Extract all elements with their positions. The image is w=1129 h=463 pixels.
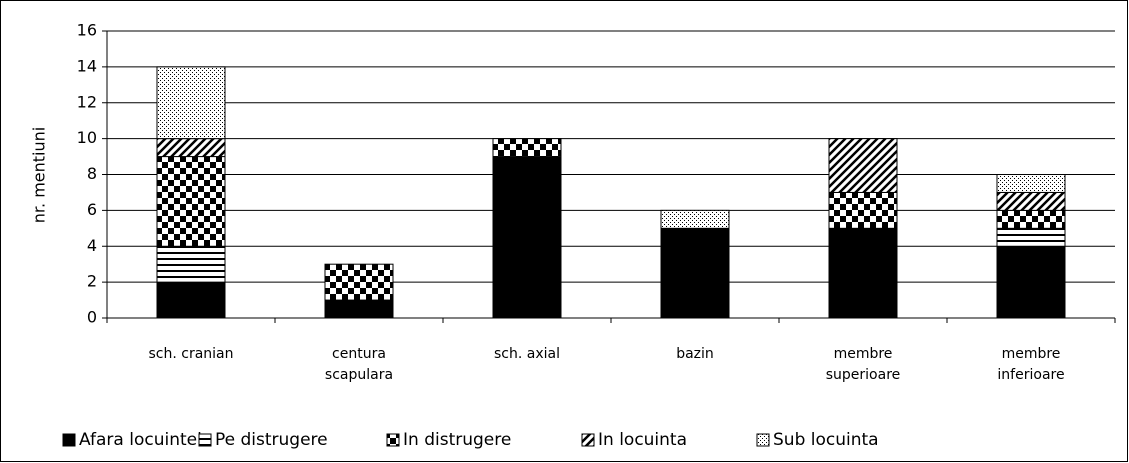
y-tick-label: 2 [87, 272, 97, 291]
bar-segment [156, 245, 226, 283]
bar-segment [828, 227, 898, 319]
x-tick-label-line: centura [332, 346, 386, 362]
x-tick-label: sch. cranian [148, 346, 233, 362]
x-tick-label-line: superioare [826, 367, 901, 383]
legend-swatch [62, 433, 76, 447]
bar-segment [156, 156, 226, 247]
legend-label: Sub locuinta [773, 430, 879, 450]
y-tick-label: 10 [77, 128, 97, 147]
bar-segment [660, 209, 730, 229]
legend-swatch [581, 433, 595, 447]
y-tick-label: 16 [77, 21, 97, 40]
bar-segment [492, 138, 562, 158]
legend-label: Afara locuintei [79, 430, 202, 450]
y-tick-label: 0 [87, 308, 97, 327]
bar-segment [324, 263, 394, 301]
bar-segment [660, 227, 730, 319]
x-tick-label-line: sch. axial [494, 346, 560, 362]
bar-segment [828, 138, 898, 193]
bar-segment [828, 191, 898, 229]
bar-segment [156, 138, 226, 158]
legend-swatch [756, 433, 770, 447]
x-tick-label-line: membre [834, 346, 893, 362]
x-tick-label-line: sch. cranian [148, 346, 233, 362]
legend-swatch [198, 433, 212, 447]
x-tick-label: membre superioare [826, 346, 901, 383]
x-tick-label: membre inferioare [997, 346, 1064, 383]
y-tick-label: 14 [77, 56, 97, 75]
x-tick-label: bazin [676, 346, 714, 362]
bar-segment [156, 281, 226, 319]
legend-label: Pe distrugere [215, 430, 328, 450]
x-tick-label-line: scapulara [325, 367, 393, 383]
y-axis-title: nr. mentiuni [30, 127, 49, 223]
x-tick-label-line: inferioare [997, 367, 1064, 383]
legend-label: In locuinta [598, 430, 687, 450]
x-tick-label: centura scapulara [325, 346, 393, 383]
bar-segment [996, 191, 1066, 211]
x-tick-label: sch. axial [494, 346, 560, 362]
bar-segment [996, 245, 1066, 319]
legend-label: In distrugere [403, 430, 511, 450]
y-tick-label: 8 [87, 164, 97, 183]
bar-segment [996, 174, 1066, 193]
bar-segment [996, 209, 1066, 229]
y-tick-label: 12 [77, 92, 97, 111]
bar-segment [492, 156, 562, 319]
x-tick-label-line: bazin [676, 346, 714, 362]
x-tick-label-line: membre [1002, 346, 1061, 362]
bar-segment [156, 66, 226, 140]
legend-swatch [386, 433, 400, 447]
bar-segment [324, 299, 394, 319]
y-tick-label: 4 [87, 236, 97, 255]
y-tick-label: 6 [87, 200, 97, 219]
bar-segment [996, 227, 1066, 247]
